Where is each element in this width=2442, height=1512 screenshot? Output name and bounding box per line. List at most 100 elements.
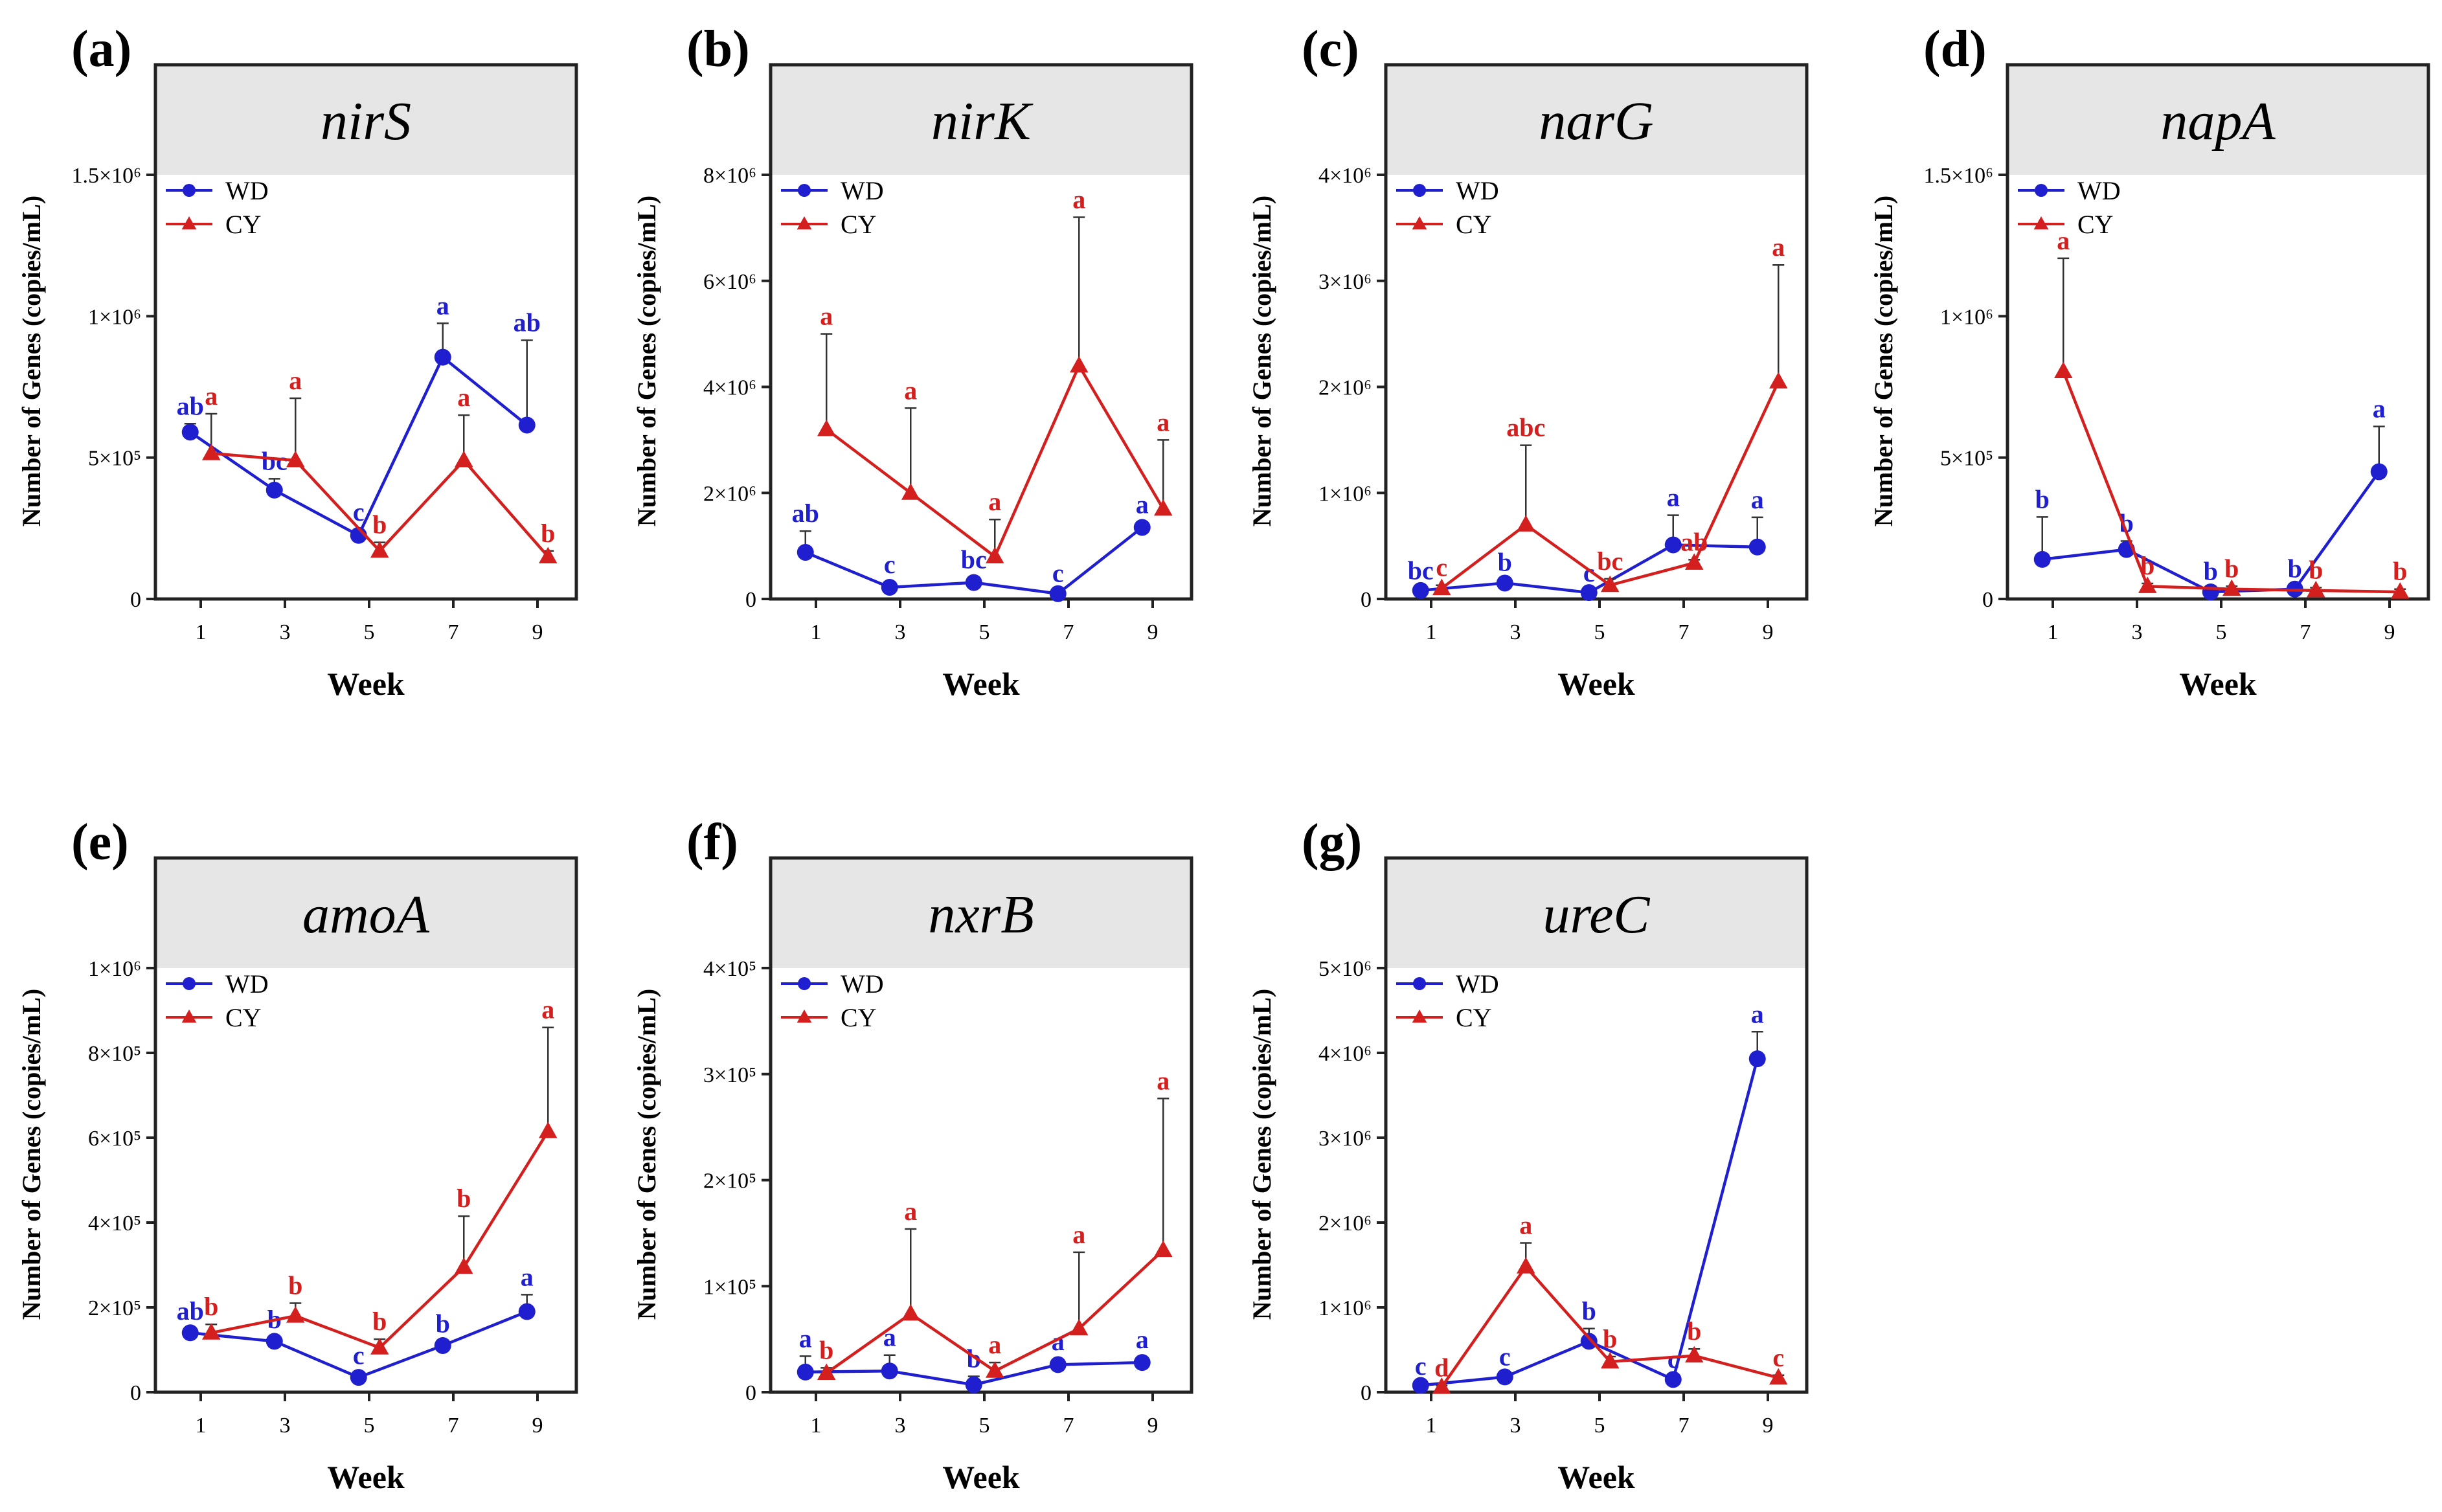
x-axis-label: Week <box>1557 1459 1635 1495</box>
y-tick-label: 1×10⁶ <box>88 305 141 329</box>
x-tick-label: 7 <box>448 620 459 644</box>
significance-letter-WD: c <box>1668 1344 1679 1373</box>
significance-letter-WD: bc <box>961 545 987 574</box>
significance-letter-CY: b <box>541 519 555 548</box>
significance-letter-CY: a <box>988 487 1001 516</box>
significance-letter-CY: b <box>819 1335 833 1364</box>
panel-letter: (a) <box>71 21 131 78</box>
panel-frame <box>1384 63 1809 601</box>
significance-letter-WD: a <box>1751 485 1764 514</box>
legend-label-CY: CY <box>1456 1003 1492 1032</box>
x-tick-label: 1 <box>1426 1414 1437 1438</box>
significance-letter-WD: bc <box>262 446 288 475</box>
y-tick-label: 2×10⁵ <box>703 1169 756 1193</box>
panel-napA: (d) napA 0 5×10⁵ 1×10⁶ 1.5×10⁶ 1 3 5 7 9 Number of … <box>1869 21 2430 702</box>
significance-letter-WD: c <box>353 1341 365 1370</box>
significance-letter-CY: b <box>2393 557 2407 586</box>
data-point-WD <box>1049 585 1067 602</box>
significance-letter-CY: b <box>2309 556 2323 585</box>
x-tick-label: 1 <box>196 1414 207 1438</box>
data-point-WD <box>1049 1356 1067 1373</box>
significance-letter-CY: bc <box>1597 547 1623 576</box>
data-point-CY <box>202 444 221 460</box>
x-tick-label: 3 <box>1510 620 1521 644</box>
data-point-WD <box>434 1337 451 1354</box>
significance-letter-WD: ab <box>792 499 819 528</box>
gene-title: nirK <box>931 91 1034 152</box>
x-tick-label: 3 <box>2132 620 2143 644</box>
data-point-CY <box>370 541 389 558</box>
x-tick-label: 1 <box>811 620 822 644</box>
x-tick-label: 5 <box>979 1414 990 1438</box>
y-tick-label: 4×10⁶ <box>1318 164 1372 188</box>
data-point-WD <box>1412 581 1429 599</box>
significance-letter-CY: b <box>372 1307 387 1336</box>
panel-narG: (c) narG 0 1×10⁶ 2×10⁶ 3×10⁶ 4×10⁶ 1 3 5 7 9 Number … <box>1247 21 1809 702</box>
y-tick-label: 5×10⁶ <box>1318 957 1372 981</box>
significance-letter-CY: a <box>457 383 470 412</box>
significance-letter-CY: b <box>457 1184 471 1213</box>
y-axis-label: Number of Genes (copies/mL) <box>1869 196 1898 526</box>
data-point-WD <box>1580 1333 1598 1350</box>
data-point-WD <box>1664 536 1682 554</box>
x-tick-label: 1 <box>196 620 207 644</box>
data-point-CY <box>817 420 836 436</box>
significance-letter-CY: a <box>1072 185 1085 214</box>
panel-header <box>1386 65 1807 175</box>
y-tick-label: 5×10⁵ <box>1940 447 1993 471</box>
y-axis-label: Number of Genes (copies/mL) <box>1247 989 1276 1320</box>
x-axis-label: Week <box>327 1459 405 1495</box>
significance-letter-CY: c <box>1436 553 1447 582</box>
y-tick-label: 1.5×10⁶ <box>1923 164 1993 188</box>
data-point-CY <box>986 547 1004 563</box>
data-point-WD <box>1748 1050 1766 1068</box>
y-tick-label: 4×10⁶ <box>703 376 756 400</box>
data-point-WD <box>1664 1371 1682 1388</box>
y-tick-label: 8×10⁵ <box>88 1042 141 1066</box>
panel-nxrB: (f) nxrB 0 1×10⁵ 2×10⁵ 3×10⁵ 4×10⁵ 1 3 5 7 9 Number … <box>632 814 1193 1495</box>
y-tick-label: 3×10⁶ <box>1318 270 1372 294</box>
x-tick-label: 9 <box>1763 620 1774 644</box>
x-axis-label: Week <box>2179 666 2257 702</box>
legend-marker-CY <box>797 216 812 230</box>
x-tick-label: 5 <box>2216 620 2227 644</box>
significance-letter-WD: c <box>353 497 365 526</box>
significance-letter-WD: b <box>2204 557 2218 586</box>
x-tick-label: 3 <box>280 1414 291 1438</box>
legend-marker-CY <box>2033 216 2049 230</box>
significance-letter-WD: a <box>1751 999 1764 1028</box>
data-point-CY <box>455 451 473 468</box>
y-tick-label: 0 <box>130 1381 141 1405</box>
panel-frame <box>2006 63 2430 601</box>
y-tick-label: 4×10⁵ <box>703 957 756 981</box>
y-tick-label: 6×10⁶ <box>703 270 756 294</box>
y-axis-label: Number of Genes (copies/mL) <box>17 196 46 526</box>
legend-label-CY: CY <box>225 1003 262 1032</box>
y-axis-label: Number of Genes (copies/mL) <box>1247 196 1276 526</box>
legend-label-WD: WD <box>1456 969 1499 999</box>
x-tick-label: 3 <box>280 620 291 644</box>
significance-letter-CY: a <box>2057 226 2070 255</box>
significance-letter-CY: a <box>1157 1066 1170 1095</box>
significance-letter-WD: ab <box>177 1296 204 1326</box>
data-point-CY <box>1769 372 1788 389</box>
legend-label-CY: CY <box>841 1003 877 1032</box>
legend-marker-CY <box>181 1010 197 1023</box>
data-point-CY <box>1685 1346 1704 1363</box>
y-tick-label: 1×10⁶ <box>1940 305 1993 329</box>
significance-letter-WD: bc <box>1408 556 1434 585</box>
y-tick-label: 0 <box>745 588 756 612</box>
y-tick-label: 3×10⁶ <box>1318 1127 1372 1151</box>
x-tick-label: 7 <box>1063 1414 1074 1438</box>
panel-amoA: (e) amoA 0 2×10⁵ 4×10⁵ 6×10⁵ 8×10⁵ 1×10⁶ 1 3 5 7 9 Nu… <box>17 814 578 1495</box>
significance-letter-CY: a <box>1772 232 1785 262</box>
significance-letter-WD: b <box>967 1344 981 1373</box>
x-tick-label: 3 <box>895 1414 906 1438</box>
data-point-WD <box>1496 574 1513 592</box>
gene-title: narG <box>1539 91 1653 152</box>
panel-letter: (e) <box>71 814 129 871</box>
y-axis-label: Number of Genes (copies/mL) <box>632 989 661 1320</box>
data-point-CY <box>2222 579 2241 596</box>
data-point-CY <box>901 1303 920 1321</box>
legend-label-CY: CY <box>1456 210 1492 239</box>
